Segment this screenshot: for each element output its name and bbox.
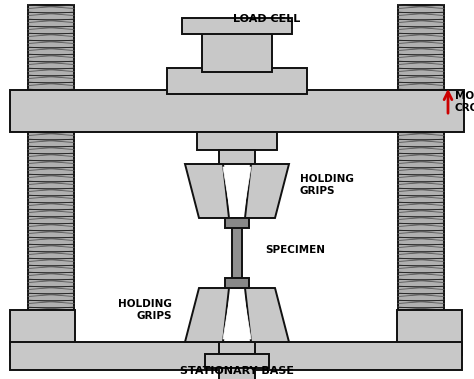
Bar [398, 132, 444, 310]
Polygon shape [223, 167, 251, 216]
Bar [167, 68, 307, 94]
Bar [28, 5, 74, 93]
Text: LOAD CELL: LOAD CELL [233, 14, 301, 24]
Text: STATIONARY BASE: STATIONARY BASE [180, 366, 294, 376]
Polygon shape [223, 290, 251, 339]
Bar [225, 218, 249, 228]
Bar [225, 278, 249, 288]
Bar [10, 310, 75, 355]
Bar [219, 368, 255, 379]
Bar [202, 30, 272, 72]
Bar [397, 310, 462, 355]
Polygon shape [245, 164, 289, 218]
Text: HOLDING
GRIPS: HOLDING GRIPS [300, 174, 354, 196]
Bar [10, 342, 462, 370]
Text: SPECIMEN: SPECIMEN [265, 245, 325, 255]
Bar [219, 342, 255, 354]
Polygon shape [185, 164, 229, 218]
Text: HOLDING
GRIPS: HOLDING GRIPS [118, 299, 172, 321]
Bar [197, 132, 277, 150]
Bar [219, 150, 255, 164]
Text: MOVING
CROSSHEAD: MOVING CROSSHEAD [455, 91, 474, 113]
Bar [398, 5, 444, 93]
Bar [28, 132, 74, 310]
Bar [182, 18, 292, 34]
Polygon shape [245, 288, 289, 342]
Bar [232, 218, 242, 288]
Bar [10, 90, 464, 132]
Polygon shape [185, 288, 229, 342]
Bar [205, 354, 269, 368]
